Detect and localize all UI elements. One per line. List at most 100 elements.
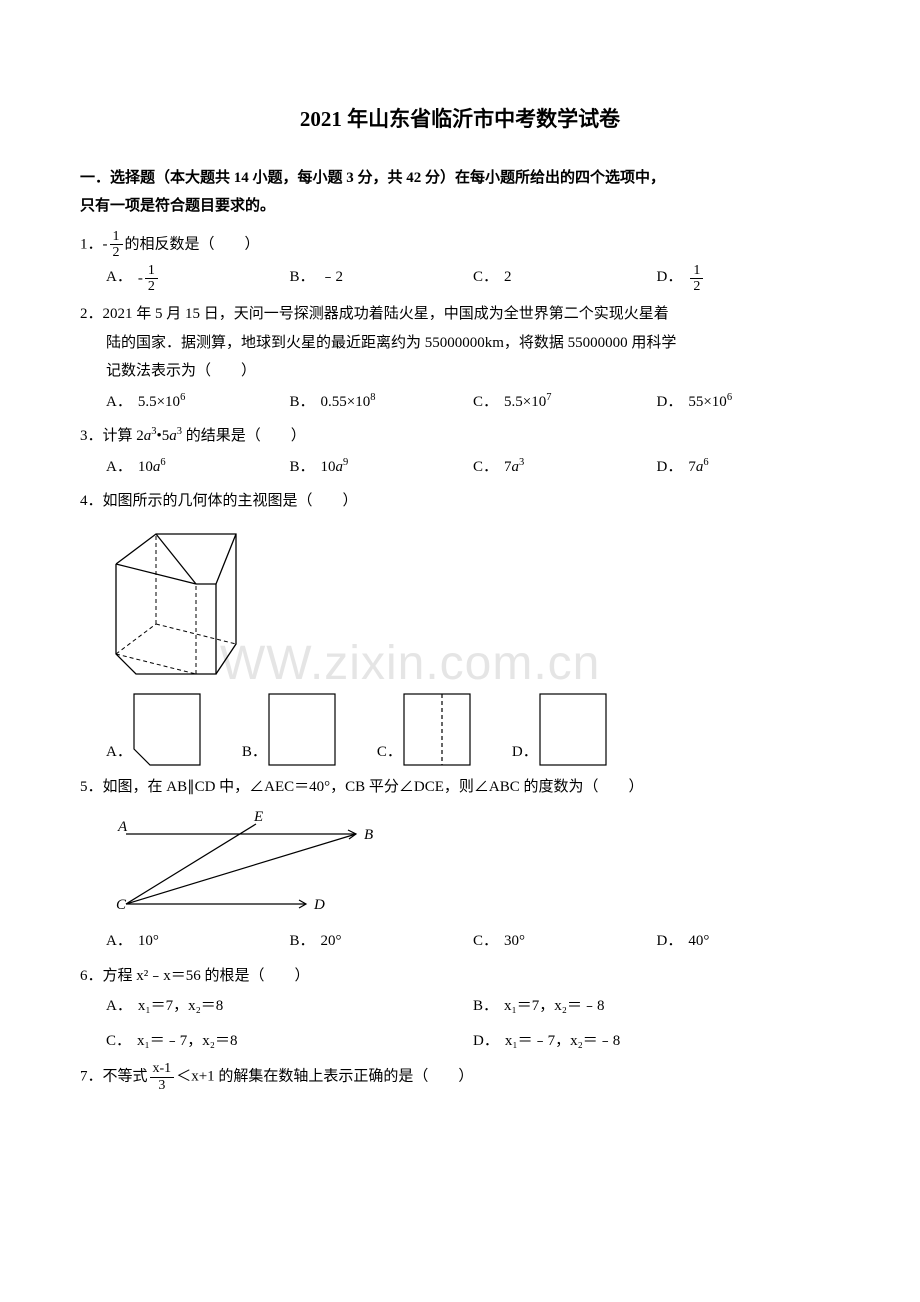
q4-optD-shape-icon [538, 692, 608, 767]
section-line2: 只有一项是符合题目要求的。 [80, 198, 275, 214]
q3-optC: C．7a3 [473, 453, 657, 482]
q2-optB: B．0.55×108 [290, 388, 474, 417]
q3C-var: a [512, 459, 520, 475]
q2-optC-sup: 7 [546, 392, 551, 403]
question-1: 1．-12的相反数是（ ） A．-12 B．﹣2 C．2 D．12 [80, 229, 840, 295]
q3-options: A．10a6 B．10a9 C．7a3 D．7a6 [80, 453, 840, 482]
label-A: A． [106, 263, 132, 292]
label-C: C． [473, 263, 498, 292]
page-content: 2021 年山东省临沂市中考数学试卷 一．选择题（本大题共 14 小题，每小题 … [80, 100, 840, 1093]
q1-num: 1． [80, 236, 103, 252]
q3-mid: •5 [157, 428, 170, 444]
question-4: 4．如图所示的几何体的主视图是（ ） [80, 487, 840, 767]
q1-post: 的相反数是（ ） [125, 236, 260, 252]
label-B: B． [290, 927, 315, 956]
q5-optA-val: 10° [138, 927, 159, 956]
question-5: 5．如图，在 AB∥CD 中，∠AEC＝40°，CB 平分∠DCE，则∠ABC … [80, 773, 840, 956]
q3-optD: D．7a6 [657, 453, 841, 482]
q1-pre: - [103, 236, 108, 252]
fraction-half-icon: 12 [110, 229, 123, 261]
label-C: C． [473, 388, 498, 417]
section-header: 一．选择题（本大题共 14 小题，每小题 3 分，共 42 分）在每小题所给出的… [80, 164, 840, 221]
q2-optA-val: 5.5×106 [138, 388, 185, 417]
label-D: D． [473, 1027, 499, 1056]
q7-stem: 7．不等式x-13＜x+1 的解集在数轴上表示正确的是（ ） [80, 1061, 840, 1093]
q3-stem: 3．计算 2a3•5a3 的结果是（ ） [80, 422, 840, 451]
q4-optC-shape-icon [402, 692, 472, 767]
q5-optC: C． 30° [473, 927, 657, 956]
q7-post: ＜x+1 的解集在数轴上表示正确的是（ ） [176, 1069, 473, 1085]
q5-optB-val: 20° [321, 927, 342, 956]
q5-label-A: A [117, 819, 128, 835]
question-7: 7．不等式x-13＜x+1 的解集在数轴上表示正确的是（ ） [80, 1061, 840, 1093]
q2-optD-sup: 6 [727, 392, 732, 403]
q1-optC: C．2 [473, 263, 657, 295]
q4-optB-shape-icon [267, 692, 337, 767]
q1-optA: A．-12 [106, 263, 290, 295]
q6-stem: 6．方程 x²﹣x＝56 的根是（ ） [80, 962, 840, 991]
q1-optD: D．12 [657, 263, 841, 295]
q5-optC-val: 30° [504, 927, 525, 956]
q4-optD: D． [512, 692, 608, 767]
q6-options-row1: A．x₁＝7，x₂＝8 B．x₁＝7，x₂＝﹣8 [80, 992, 840, 1021]
q3-optB-val: 10a9 [321, 453, 349, 482]
q3-optC-val: 7a3 [504, 453, 524, 482]
q5-optB: B． 20° [290, 927, 474, 956]
fraction-half-icon: 12 [690, 263, 703, 295]
label-D: D． [657, 927, 683, 956]
q2-optD-base: 55×10 [688, 394, 726, 410]
q3-optA-val: 10a6 [138, 453, 166, 482]
label-D: D． [657, 388, 683, 417]
q7-frac-den: 3 [150, 1078, 175, 1093]
q4-labelA: A． [106, 738, 132, 767]
label-C: C． [106, 1027, 131, 1056]
q5-optD-val: 40° [688, 927, 709, 956]
q2-optA-sup: 6 [180, 392, 185, 403]
prism-3d-icon [106, 524, 256, 684]
q3C-exp: 3 [519, 457, 524, 468]
q1-optB: B．﹣2 [290, 263, 474, 295]
q6-optA: A．x₁＝7，x₂＝8 [106, 992, 473, 1021]
frac-den: 2 [145, 279, 158, 294]
q3-optA: A．10a6 [106, 453, 290, 482]
q1-optA-val: -12 [138, 263, 160, 295]
q2-optD: D．55×106 [657, 388, 841, 417]
q4-optA-shape-icon [132, 692, 202, 767]
question-3: 3．计算 2a3•5a3 的结果是（ ） A．10a6 B．10a9 C．7a3… [80, 422, 840, 481]
q2-optB-sup: 8 [370, 392, 375, 403]
q2-optA-base: 5.5×10 [138, 394, 180, 410]
label-A: A． [106, 388, 132, 417]
q4-main-figure [80, 524, 840, 684]
q3C-coef: 7 [504, 459, 512, 475]
q6-optD: D．x₁＝﹣7，x₂＝﹣8 [473, 1027, 840, 1056]
q6-optD-val: x₁＝﹣7，x₂＝﹣8 [505, 1027, 620, 1056]
q2-line2: 陆的国家．据测算，地球到火星的最近距离约为 55000000km，将数据 550… [80, 329, 840, 358]
q2-optD-val: 55×106 [688, 388, 732, 417]
page-title: 2021 年山东省临沂市中考数学试卷 [80, 100, 840, 140]
q2-optB-val: 0.55×108 [321, 388, 376, 417]
label-C: C． [473, 927, 498, 956]
q3B-var: a [336, 459, 344, 475]
q4-options: A． B． C． D． [80, 692, 840, 767]
frac-num: 1 [690, 263, 703, 279]
q7-frac-num: x-1 [150, 1061, 175, 1077]
label-B: B． [290, 453, 315, 482]
q3B-exp: 9 [343, 457, 348, 468]
q3-post: 的结果是（ ） [182, 428, 306, 444]
fraction-half-icon: 12 [145, 263, 158, 295]
q2-options: A．5.5×106 B．0.55×108 C．5.5×107 D．55×106 [80, 388, 840, 417]
frac-num: 1 [145, 263, 158, 279]
frac-den: 2 [690, 279, 703, 294]
q1-optC-val: 2 [504, 263, 512, 292]
q2-optC-val: 5.5×107 [504, 388, 551, 417]
q5-label-C: C [116, 897, 127, 913]
q2-line3: 记数法表示为（ ） [80, 357, 840, 386]
q5-figure: A E B C D [80, 809, 840, 919]
label-B: B． [290, 388, 315, 417]
q1-optA-pre: - [138, 270, 143, 286]
q6-optB: B．x₁＝7，x₂＝﹣8 [473, 992, 840, 1021]
q2-optC: C．5.5×107 [473, 388, 657, 417]
q2-optB-base: 0.55×10 [321, 394, 371, 410]
section-line1: 一．选择题（本大题共 14 小题，每小题 3 分，共 42 分）在每小题所给出的… [80, 170, 665, 186]
q3-optD-val: 7a6 [688, 453, 708, 482]
